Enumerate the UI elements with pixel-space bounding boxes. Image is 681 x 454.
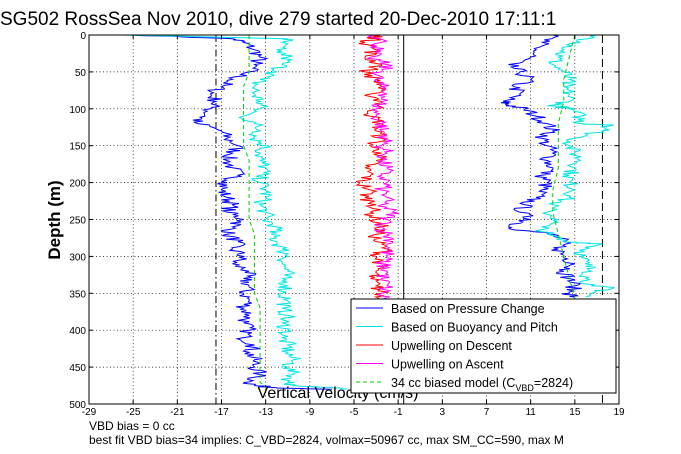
legend-label: Upwelling on Descent bbox=[391, 339, 512, 353]
x-tick-label: -5 bbox=[350, 407, 359, 418]
x-tick-label: -17 bbox=[214, 407, 229, 418]
series-line bbox=[365, 34, 399, 305]
series-line bbox=[552, 34, 576, 298]
y-tick-label: 50 bbox=[75, 68, 87, 79]
y-tick-label: 0 bbox=[80, 31, 86, 42]
x-tick-label: 11 bbox=[525, 407, 536, 418]
series-line bbox=[122, 34, 348, 390]
y-tick-label: 200 bbox=[69, 179, 86, 190]
y-tick-label: 450 bbox=[69, 363, 86, 374]
series-line bbox=[355, 34, 393, 305]
series-line bbox=[535, 34, 615, 298]
series-line bbox=[500, 34, 582, 298]
y-tick-label: 350 bbox=[69, 289, 86, 300]
series-group bbox=[122, 34, 615, 390]
legend-label: 34 cc biased model (CVBD=2824) bbox=[391, 376, 573, 393]
chart-title: SG502 RossSea Nov 2010, dive 279 started… bbox=[0, 9, 556, 30]
legend: Based on Pressure Change Based on Buoyanc… bbox=[350, 298, 617, 394]
legend-label: Upwelling on Ascent bbox=[391, 358, 504, 372]
y-axis-ticks: 0 50 100 150 200 250 300 350 400 450 500 bbox=[69, 31, 619, 411]
x-tick-label: 15 bbox=[569, 407, 581, 418]
series-line bbox=[133, 34, 332, 390]
x-tick-label: -25 bbox=[126, 407, 141, 418]
x-tick-label: 19 bbox=[613, 407, 625, 418]
x-tick-label: -1 bbox=[394, 407, 403, 418]
series-line bbox=[243, 35, 267, 389]
x-tick-label: 3 bbox=[440, 407, 446, 418]
y-axis-label: Depth (m) bbox=[45, 180, 64, 259]
y-tick-label: 250 bbox=[69, 216, 86, 227]
y-tick-label: 300 bbox=[69, 252, 86, 263]
annotation-bestfit: best fit VBD bias=34 implies: C_VBD=2824… bbox=[89, 433, 564, 447]
legend-label: Based on Buoyancy and Pitch bbox=[391, 321, 558, 335]
x-tick-label: -29 bbox=[82, 407, 97, 418]
x-tick-label: -13 bbox=[258, 407, 273, 418]
y-tick-label: 100 bbox=[69, 105, 86, 116]
legend-label: Based on Pressure Change bbox=[391, 302, 545, 316]
x-axis-ticks: -29 -25 -21 -17 -13 -9 -5 -1 3 7 11 15 19 bbox=[82, 35, 625, 418]
y-tick-label: 150 bbox=[69, 142, 86, 153]
x-tick-label: 7 bbox=[484, 407, 490, 418]
y-tick-label: 400 bbox=[69, 326, 86, 337]
legend-box bbox=[350, 298, 617, 394]
x-tick-label: -9 bbox=[305, 407, 314, 418]
annotation-bias: VBD bias = 0 cc bbox=[89, 419, 175, 433]
x-tick-label: -21 bbox=[170, 407, 185, 418]
y-tick-label: 500 bbox=[69, 400, 86, 411]
